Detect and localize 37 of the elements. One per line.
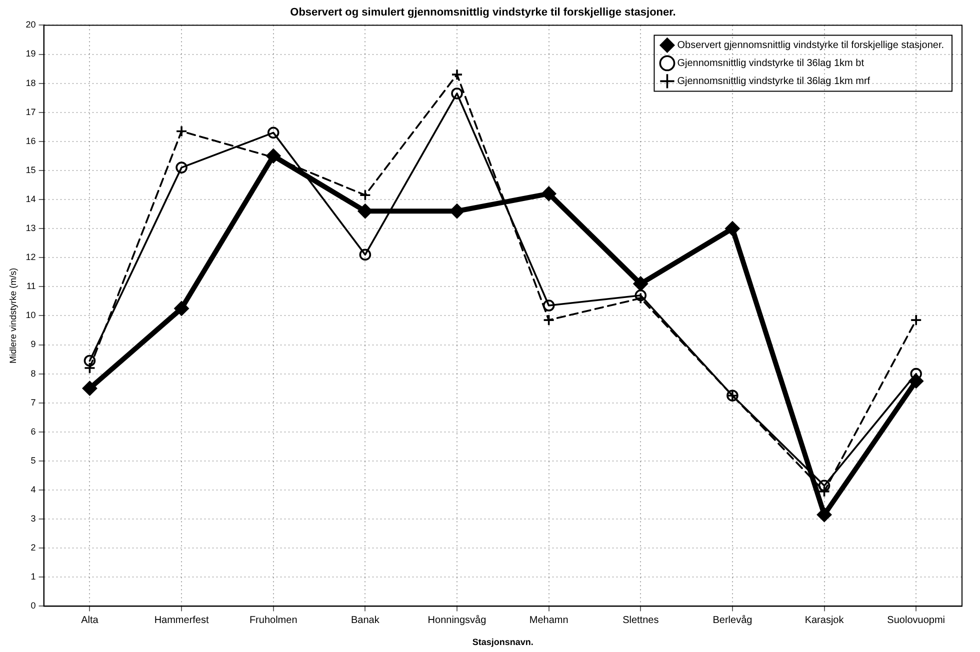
x-tick-label: Fruholmen [249,614,298,626]
x-tick-label: Hammerfest [154,614,209,626]
y-tick-label: 7 [30,397,36,408]
y-tick-label: 17 [26,106,36,117]
y-tick-label: 1 [30,572,36,582]
legend-label: Gjennomsnittlig vindstyrke til 36lag 1km mrf [677,76,870,87]
y-tick-label: 14 [26,194,36,204]
y-axis-title: Midlere vindstyrke (m/s) [8,268,18,364]
y-tick-label: 10 [26,310,36,320]
y-tick-label: 19 [26,48,36,59]
x-tick-label: Karasjok [804,614,845,626]
y-tick-label: 2 [30,542,36,553]
y-tick-label: 8 [30,368,36,378]
y-tick-label: 3 [30,514,36,524]
y-tick-label: 5 [30,455,36,466]
x-tick-label: Alta [81,614,99,626]
x-tick-label: Banak [350,614,380,626]
y-tick-label: 20 [26,20,36,30]
y-tick-label: 18 [26,78,36,88]
y-tick-label: 4 [30,484,36,494]
x-axis-title: Stasjonsnavn. [472,637,534,648]
x-tick-label: Suolovuopmi [887,614,945,626]
y-tick-label: 12 [26,252,36,262]
y-tick-label: 9 [30,339,36,350]
legend-label: Observert gjennomsnittlig vindstyrke til forskjellige stasjoner. [677,40,944,51]
y-tick-label: 13 [26,223,36,234]
x-tick-label: Slettnes [622,614,659,626]
legend-label: Gjennomsnittlig vindstyrke til 36lag 1km bt [677,58,864,69]
x-tick-label: Mehamn [529,614,568,626]
y-tick-label: 6 [30,426,36,436]
y-tick-label: 11 [26,281,36,292]
chart-title: Observert og simulert gjennomsnittlig vindstyrke til forskjellige stasjoner. [290,6,676,19]
y-tick-label: 0 [30,600,36,611]
x-tick-label: Berlevåg [712,614,752,626]
x-tick-label: Honningsvåg [428,614,486,626]
y-tick-label: 15 [26,164,36,175]
y-tick-label: 16 [26,136,36,146]
